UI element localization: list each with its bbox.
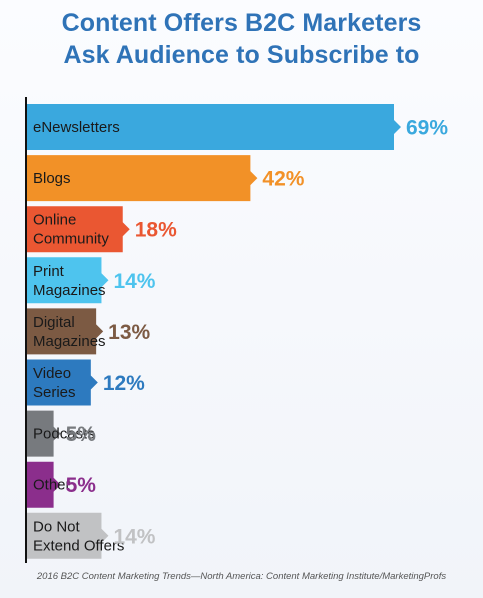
bar (27, 155, 258, 202)
value-label: 5% (66, 423, 97, 446)
bars-group: eNewsletters 69% Blogs 42% Online Community 18… (27, 104, 448, 559)
bar (27, 308, 104, 355)
bar (27, 410, 61, 457)
bar (27, 512, 109, 559)
category-label: Digital Magazines (33, 314, 106, 350)
value-label: 14% (113, 270, 155, 293)
value-label: 69% (406, 117, 448, 140)
bar (27, 104, 401, 150)
category-label: Online Community (33, 212, 109, 248)
bar (27, 461, 61, 508)
value-label: 5% (66, 474, 97, 497)
value-label: 12% (103, 372, 145, 395)
value-label: 13% (108, 321, 150, 344)
value-label: 14% (113, 525, 155, 548)
value-label: 42% (262, 168, 304, 191)
value-label: 18% (135, 219, 177, 242)
category-label: Blogs (33, 170, 71, 187)
bar (27, 257, 109, 304)
category-label: Video Series (33, 365, 76, 401)
bar (27, 206, 130, 253)
chart-title-line-2: Ask Audience to Subscribe to (63, 41, 420, 69)
category-label: Podcasts (33, 426, 95, 443)
source-note: 2016 B2C Content Marketing Trends—North … (36, 571, 447, 582)
chart-title-line-1: Content Offers B2C Marketers (61, 9, 422, 37)
category-label: eNewsletters (33, 119, 120, 136)
category-label: Print Magazines (33, 263, 106, 299)
category-label: Other (33, 477, 71, 494)
category-label: Do Not Extend Offers (33, 518, 124, 554)
bar (27, 359, 98, 406)
